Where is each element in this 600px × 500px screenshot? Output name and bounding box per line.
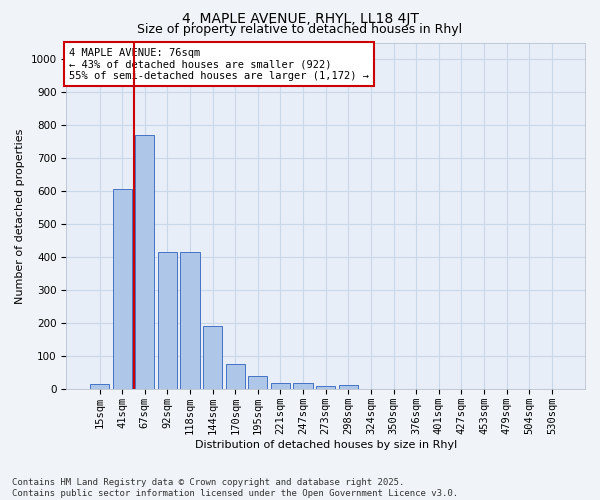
Y-axis label: Number of detached properties: Number of detached properties bbox=[15, 128, 25, 304]
Bar bbox=[316, 386, 335, 390]
Bar bbox=[90, 384, 109, 390]
Text: 4 MAPLE AVENUE: 76sqm
← 43% of detached houses are smaller (922)
55% of semi-det: 4 MAPLE AVENUE: 76sqm ← 43% of detached … bbox=[69, 48, 369, 81]
Bar bbox=[158, 252, 177, 390]
Bar bbox=[339, 385, 358, 390]
Bar bbox=[113, 190, 132, 390]
Bar bbox=[271, 384, 290, 390]
Bar bbox=[135, 135, 154, 390]
Bar bbox=[293, 384, 313, 390]
Bar bbox=[226, 364, 245, 390]
Bar bbox=[181, 252, 200, 390]
X-axis label: Distribution of detached houses by size in Rhyl: Distribution of detached houses by size … bbox=[194, 440, 457, 450]
Bar bbox=[203, 326, 222, 390]
Text: 4, MAPLE AVENUE, RHYL, LL18 4JT: 4, MAPLE AVENUE, RHYL, LL18 4JT bbox=[182, 12, 418, 26]
Text: Size of property relative to detached houses in Rhyl: Size of property relative to detached ho… bbox=[137, 22, 463, 36]
Text: Contains HM Land Registry data © Crown copyright and database right 2025.
Contai: Contains HM Land Registry data © Crown c… bbox=[12, 478, 458, 498]
Bar bbox=[248, 376, 268, 390]
